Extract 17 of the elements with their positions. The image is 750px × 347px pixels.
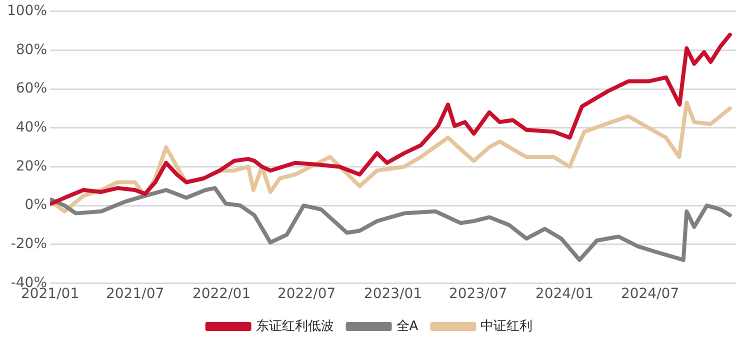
y-tick-label: 100% [6, 3, 48, 20]
y-tick-label: 80% [16, 42, 48, 58]
legend-label: 东证红利低波 [256, 318, 334, 334]
y-tick-label: 60% [16, 80, 48, 97]
x-tick-label: 2022/07 [277, 286, 336, 302]
y-tick-label: 0% [24, 197, 48, 214]
x-tick-label: 2023/01 [364, 286, 422, 302]
x-tick-label: 2023/07 [448, 286, 508, 302]
legend-label: 全A [396, 318, 418, 334]
y-tick-label: 20% [16, 158, 48, 174]
x-tick-label: 2021/07 [106, 286, 164, 302]
y-tick-label: -20% [10, 236, 48, 252]
x-tick-label: 2022/01 [192, 286, 251, 302]
y-tick-label: 40% [16, 120, 48, 136]
x-tick-label: 2024/01 [535, 286, 594, 302]
x-tick-label: 2024/07 [620, 286, 680, 302]
legend-label: 中证红利 [480, 318, 533, 334]
